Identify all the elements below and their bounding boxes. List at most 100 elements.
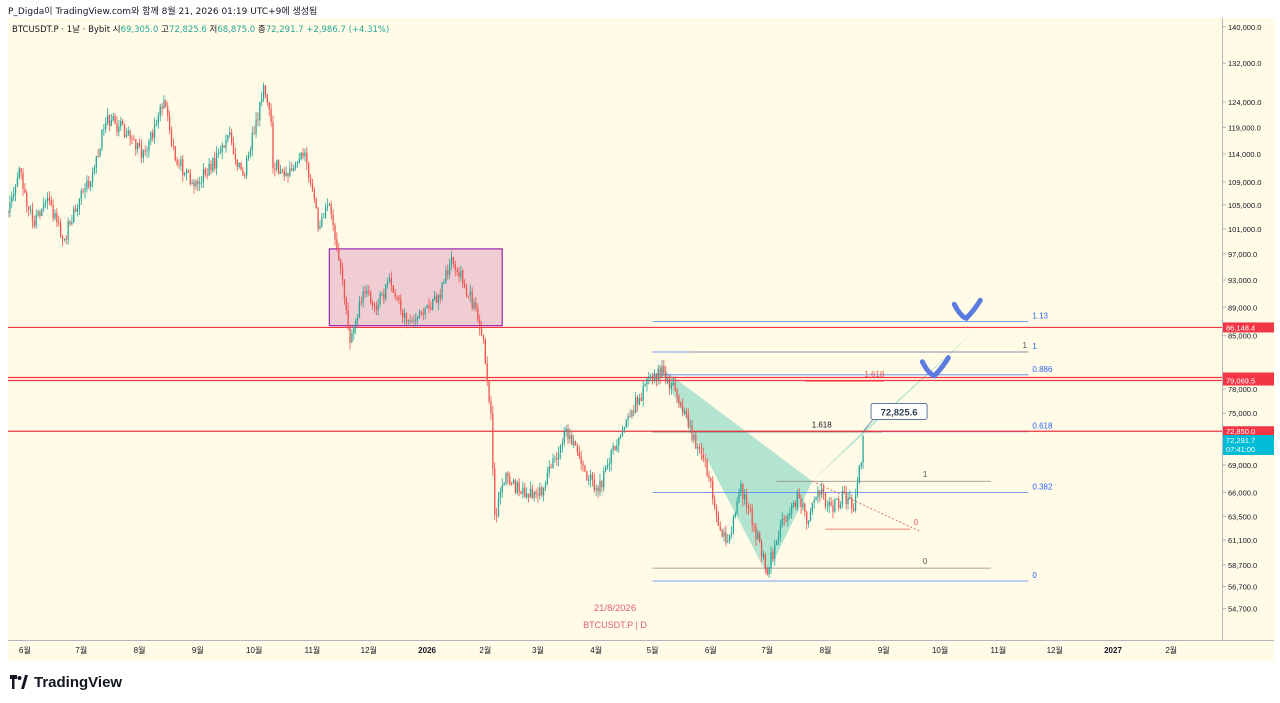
candle-body	[657, 368, 659, 381]
y-tick-label: 89,000.0	[1228, 303, 1257, 312]
candle-body	[95, 156, 97, 168]
candle-body	[456, 269, 458, 272]
candle-body	[715, 506, 718, 516]
x-tick-label: 6월	[19, 645, 31, 655]
candle-body	[349, 326, 351, 343]
candle-body	[146, 150, 148, 152]
drawings-back: 1.13 1 0.886 0.618 0.382 0 1 1.618 1.618 1 0 0	[8, 248, 1222, 582]
candle-body	[749, 508, 751, 510]
candle-body	[174, 145, 176, 161]
candle-body	[358, 301, 361, 318]
candle-body	[706, 459, 708, 475]
abcd-middle-1-label: 1	[923, 470, 928, 479]
candle-body	[661, 365, 663, 378]
candle-body	[315, 198, 317, 209]
candle-body	[807, 521, 810, 524]
candle-body	[792, 502, 795, 506]
candle-body	[377, 304, 379, 311]
candle-body	[221, 145, 223, 153]
candle-body	[215, 153, 218, 169]
candle-body	[685, 411, 688, 415]
candle-body	[589, 474, 592, 481]
candle-body	[180, 159, 182, 166]
candle-body	[93, 167, 96, 173]
candle-body	[165, 100, 167, 108]
candle-body	[806, 511, 808, 524]
candle-body	[514, 480, 517, 493]
candle-body	[309, 177, 312, 184]
candle-body	[650, 375, 652, 377]
candle-body	[614, 446, 616, 450]
candle-body	[458, 271, 460, 278]
candle-body	[356, 317, 359, 321]
candle-body	[494, 468, 496, 515]
x-tick-label: 3월	[532, 645, 544, 655]
candle-body	[732, 516, 735, 533]
candle-body	[687, 414, 689, 428]
candle-body	[313, 190, 315, 199]
candle-body	[610, 450, 612, 464]
candle-body	[304, 152, 306, 157]
price-axis-labels: 140,000.0 132,000.0 124,000.0 119,000.0 114,…	[1222, 23, 1274, 614]
candle-body	[747, 506, 750, 509]
candle-body	[99, 148, 101, 157]
candle-body	[242, 169, 244, 176]
candle-body	[597, 487, 599, 492]
candle-body	[379, 294, 381, 305]
candle-body	[766, 568, 768, 575]
candle-body	[623, 427, 626, 431]
candle-body	[229, 132, 231, 136]
candle-body	[152, 132, 154, 138]
candle-body	[168, 115, 171, 130]
candle-body	[386, 282, 389, 285]
candle-body	[50, 200, 52, 205]
candle-body	[82, 190, 84, 192]
candle-body	[760, 541, 763, 557]
time-axis[interactable]	[8, 640, 1274, 661]
candle-body	[697, 446, 699, 449]
candle-body	[663, 365, 665, 373]
candle-body	[666, 381, 669, 383]
fib-level-label: 0.886	[1032, 365, 1053, 374]
x-tick-label: 9월	[878, 645, 890, 655]
candle-body	[347, 309, 349, 327]
candle-body	[653, 373, 656, 381]
candle-body	[236, 159, 238, 167]
candle-body	[338, 248, 340, 260]
plot-area[interactable]	[8, 18, 1222, 640]
candle-body	[294, 163, 297, 169]
candle-body	[574, 441, 577, 446]
y-tick-label: 105,000.0	[1228, 201, 1261, 210]
candle-body	[73, 208, 75, 223]
candle-body	[580, 456, 582, 464]
price-tag-label: 72,850.0	[1226, 427, 1255, 436]
candle-body	[78, 199, 81, 209]
candle-body	[133, 139, 135, 141]
candle-body	[255, 119, 257, 134]
tradingview-brand[interactable]: TradingView	[8, 673, 122, 691]
time-axis-labels: 6월 7월 8월 9월 10월 11월 12월 2026 2월 3월 4월 5월 6월 7월 8월 9월 10월…	[19, 645, 1177, 655]
watermark: 21/8/2026 BTCUSDT.P | D	[583, 603, 647, 630]
candle-body	[418, 311, 421, 317]
candle-body	[430, 307, 432, 310]
drawings-front: 72,825.6	[862, 297, 983, 432]
candle-body	[437, 294, 440, 303]
candle-body	[497, 497, 500, 516]
candle-body	[830, 501, 832, 506]
candle-body	[330, 204, 332, 215]
candle-body	[12, 194, 15, 198]
candle-body	[157, 116, 159, 124]
candle-body	[783, 519, 785, 520]
legend-symbol[interactable]: BTCUSDT.P · 1날 · Bybit	[12, 25, 111, 35]
x-tick-label: 7월	[75, 645, 87, 655]
candle-body	[161, 106, 163, 109]
candle-body	[853, 508, 855, 511]
candle-body	[385, 284, 387, 300]
y-tick-label: 114,000.0	[1228, 150, 1261, 159]
candle-body	[847, 498, 849, 504]
candle-body	[467, 295, 470, 297]
candle-body	[608, 463, 611, 465]
legend-low-label: 저	[209, 25, 218, 35]
brand-name: TradingView	[34, 673, 123, 691]
